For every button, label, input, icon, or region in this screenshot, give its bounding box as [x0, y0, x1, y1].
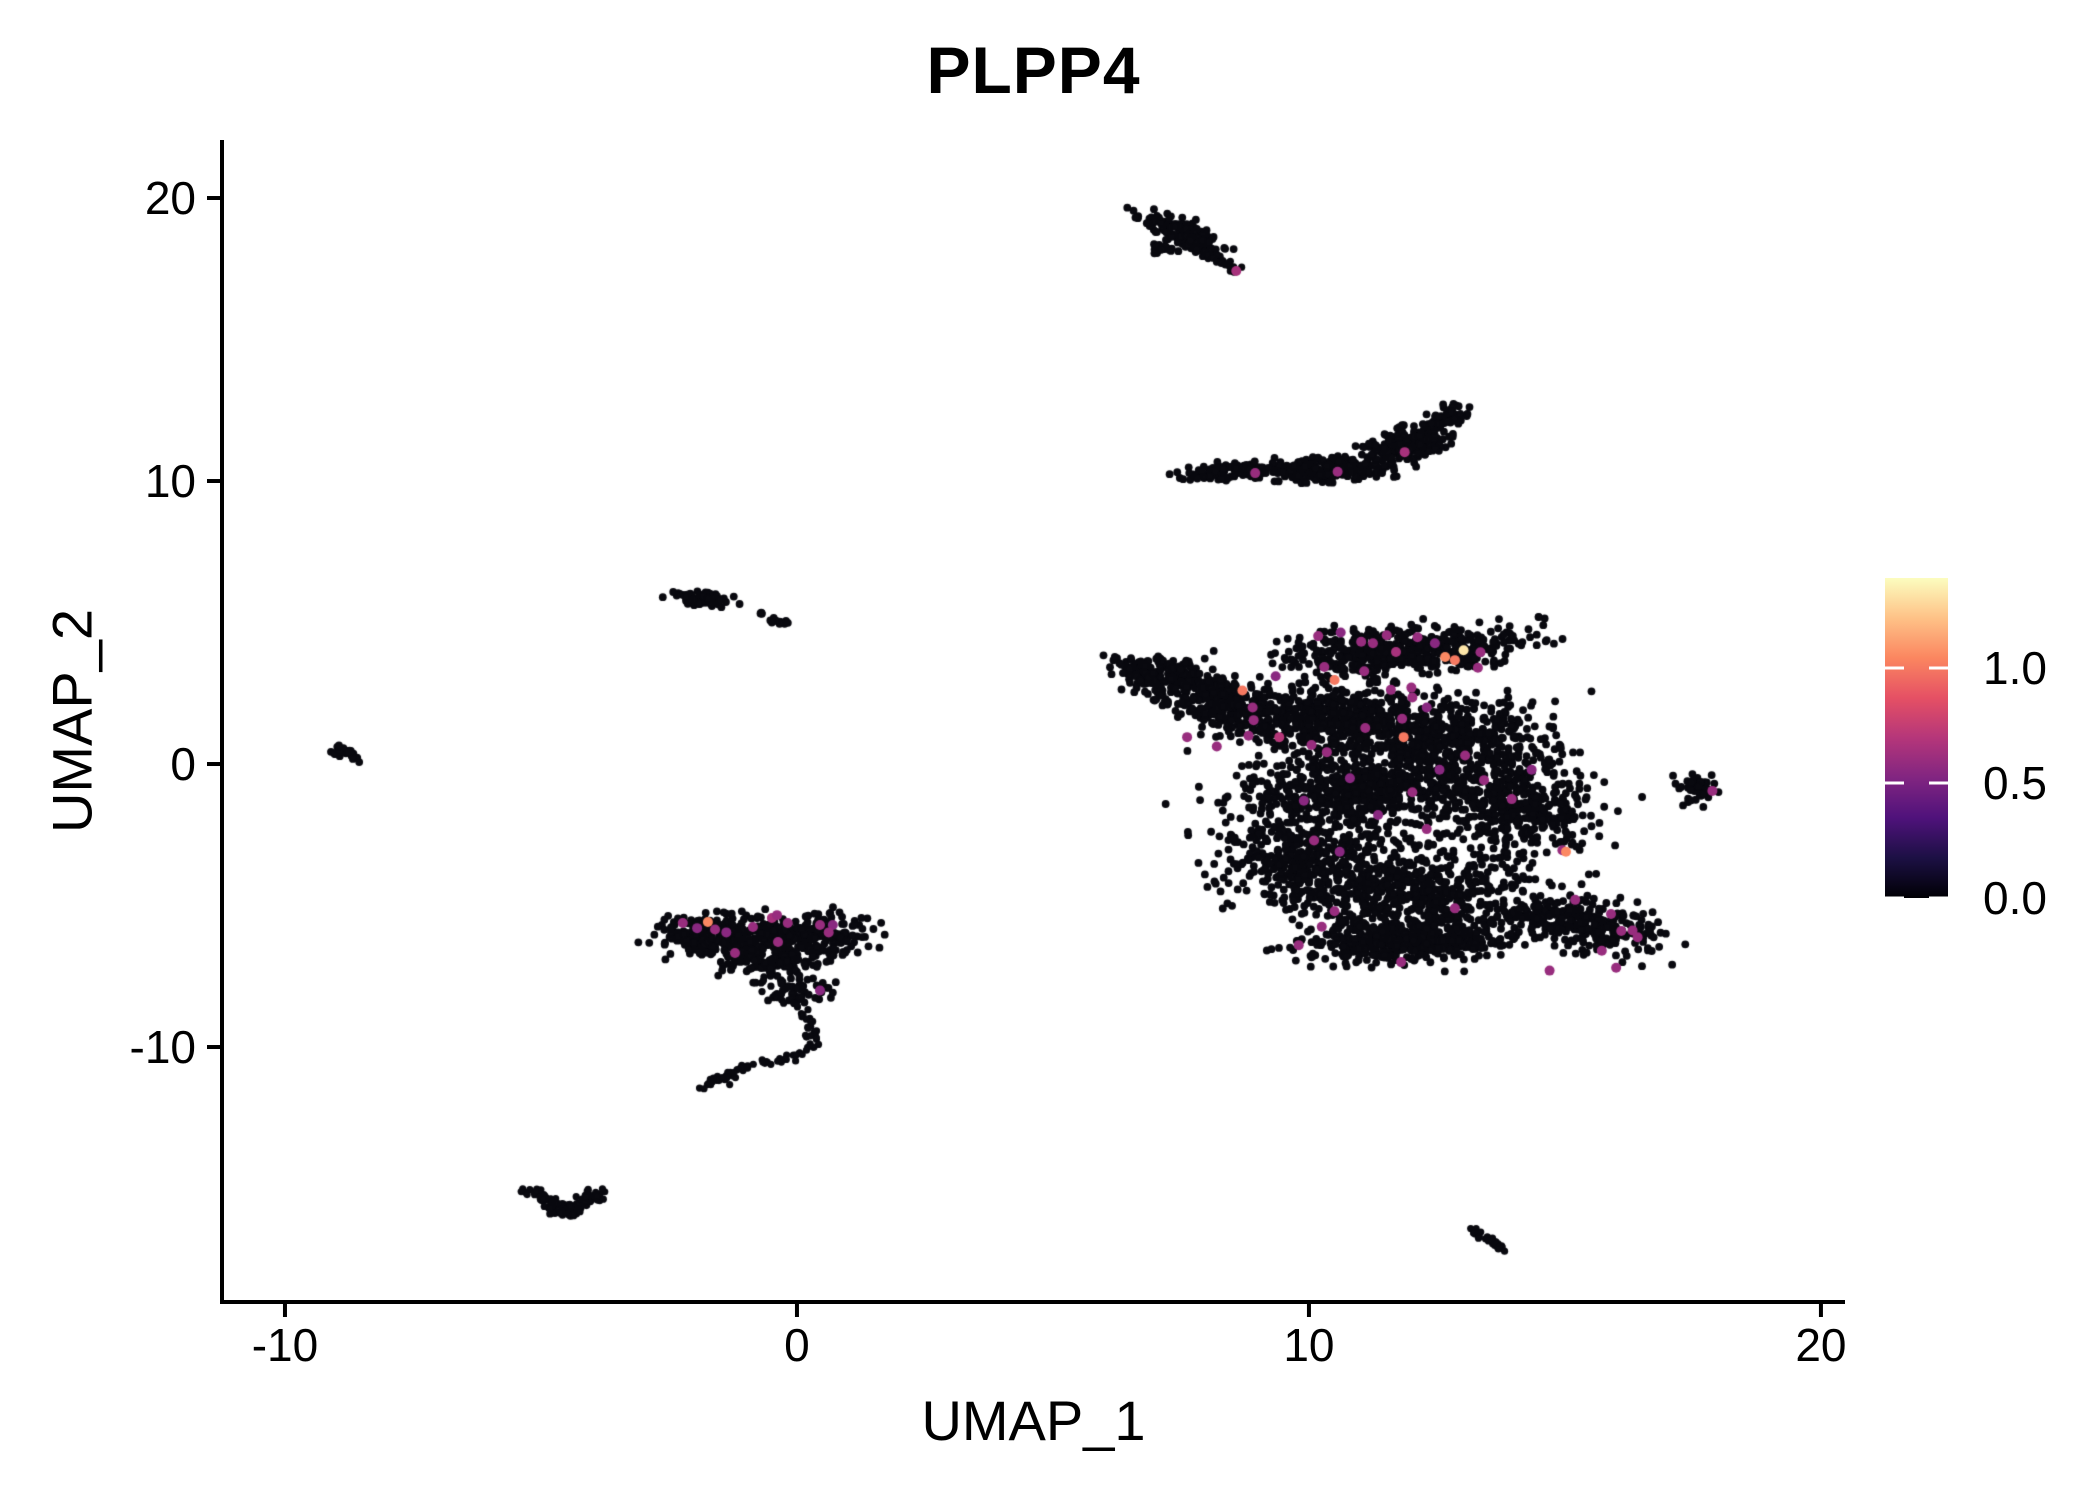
y-tick-label: 0 [170, 738, 196, 791]
colorbar [1885, 578, 1948, 898]
x-tick-label: 20 [1795, 1319, 1847, 1371]
x-tick-label: 0 [784, 1319, 810, 1371]
y-tick-label: 20 [144, 172, 196, 224]
y-tick-label: -10 [129, 1021, 196, 1074]
x-tick-label: 10 [1283, 1319, 1335, 1371]
colorbar-tick-label: 1.0 [1983, 641, 2047, 694]
y-axis-ticks [207, 196, 222, 1050]
y-axis-title-wrap: UMAP_2 [0, 0, 104, 1500]
colorbar-tick-label: 0.5 [1983, 756, 2047, 809]
x-axis-title: UMAP_1 [921, 1389, 1146, 1452]
x-tick-label: -10 [251, 1319, 319, 1371]
y-axis-title: UMAP_2 [40, 608, 104, 834]
x-axis-ticks [282, 1302, 1823, 1317]
y-tick-label: 10 [144, 455, 196, 507]
plot-title: PLPP4 [926, 33, 1141, 107]
colorbar-tick-label: 0.0 [1983, 872, 2047, 924]
colorbar-ticks [1885, 666, 1948, 900]
